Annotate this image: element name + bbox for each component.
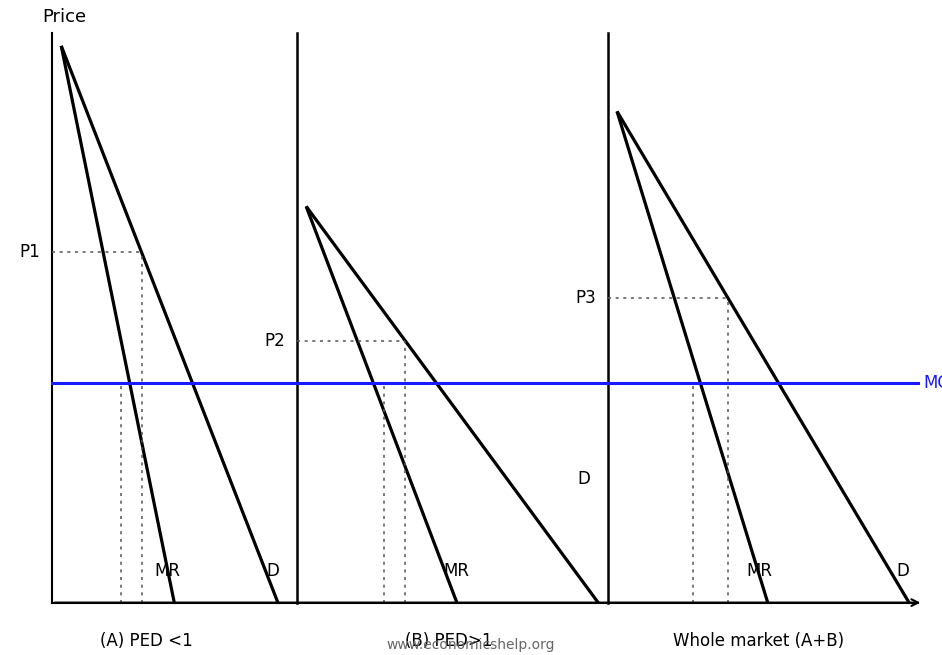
Text: MR: MR bbox=[746, 562, 772, 580]
Text: P3: P3 bbox=[576, 289, 596, 307]
Text: Whole market (A+B): Whole market (A+B) bbox=[673, 632, 844, 650]
Text: P1: P1 bbox=[20, 243, 41, 261]
Text: P2: P2 bbox=[265, 331, 285, 350]
Text: (A) PED <1: (A) PED <1 bbox=[100, 632, 192, 650]
Text: D: D bbox=[896, 562, 909, 580]
Text: D: D bbox=[577, 470, 591, 488]
Text: MR: MR bbox=[154, 562, 181, 580]
Text: MC: MC bbox=[923, 374, 942, 392]
Text: Price: Price bbox=[42, 9, 87, 26]
Text: MR: MR bbox=[443, 562, 469, 580]
Text: (B) PED>1: (B) PED>1 bbox=[405, 632, 492, 650]
Text: D: D bbox=[267, 562, 280, 580]
Text: www.economicshelp.org: www.economicshelp.org bbox=[387, 638, 555, 652]
